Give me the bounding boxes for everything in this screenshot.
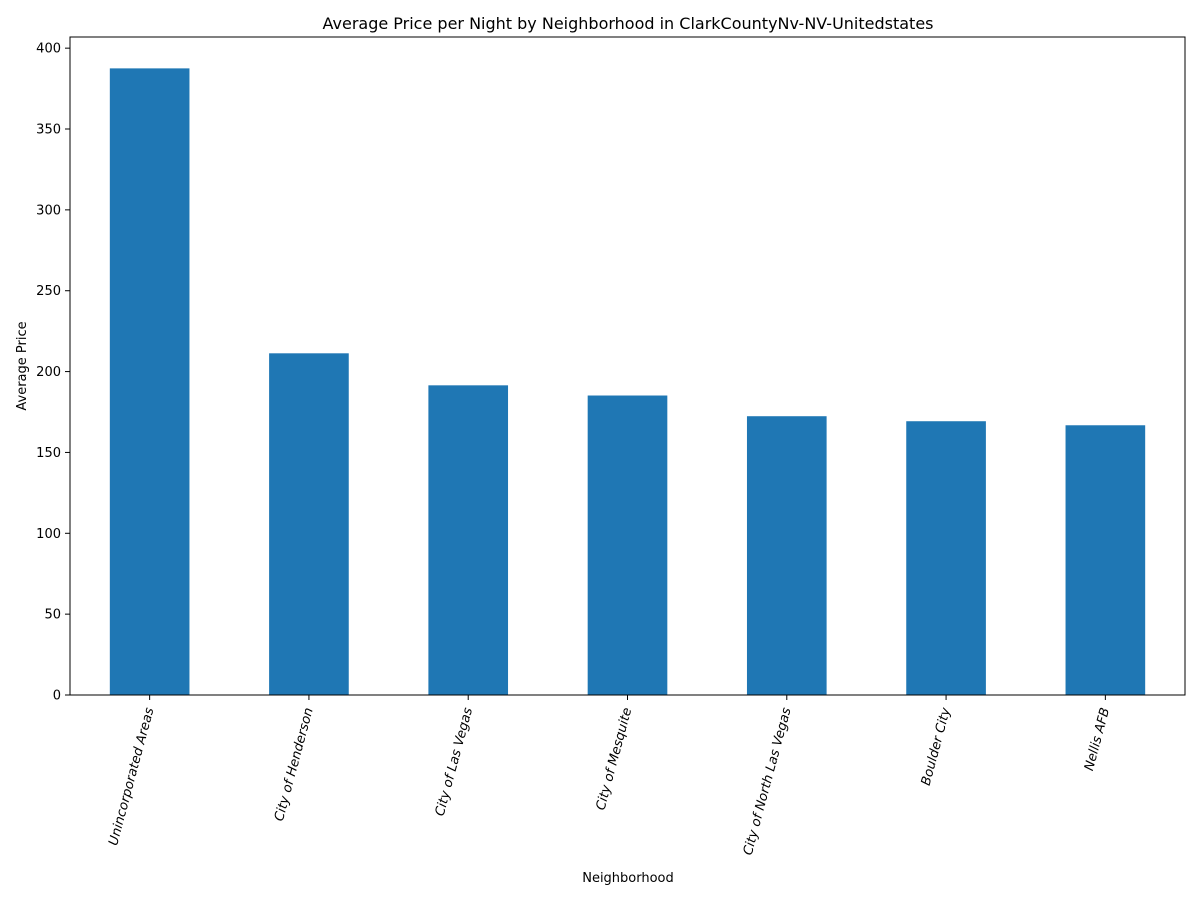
x-tick-label: Boulder City [919,706,954,787]
x-tick-label: City of Mesquite [594,706,636,812]
bar-4 [746,416,827,695]
bar-2 [428,385,509,695]
axes-frame [69,36,1186,696]
y-axis-label: Average Price [15,321,30,410]
bar-3 [587,395,668,695]
y-tick-label: 100 [36,527,61,542]
x-tick-label: City of North Las Vegas [741,706,795,857]
y-tick-label: 350 [36,123,61,138]
x-axis-label: Neighborhood [582,871,674,886]
y-tick-label: 0 [53,689,61,704]
bar-6 [1065,425,1146,695]
bar-1 [269,353,349,695]
y-tick-label: 250 [36,284,61,299]
bar-0 [109,68,190,696]
x-tick-label: Unincorporated Areas [106,706,157,847]
plot-area: 0 50 100 150 200 250 300 350 400 Unincorporated A… [36,36,1186,857]
y-tick-label: 200 [36,365,61,380]
x-tick-label: City of Las Vegas [433,706,476,818]
y-tick-label: 150 [36,446,61,461]
bar-5 [906,421,986,695]
x-tick-label: City of Henderson [272,706,317,823]
y-tick-label: 50 [44,608,61,623]
x-tick-label: Nellis AFB [1082,706,1113,773]
y-tick-label: 400 [36,42,61,57]
y-tick-label: 300 [36,203,61,218]
chart-title: Average Price per Night by Neighborhood … [323,14,934,33]
